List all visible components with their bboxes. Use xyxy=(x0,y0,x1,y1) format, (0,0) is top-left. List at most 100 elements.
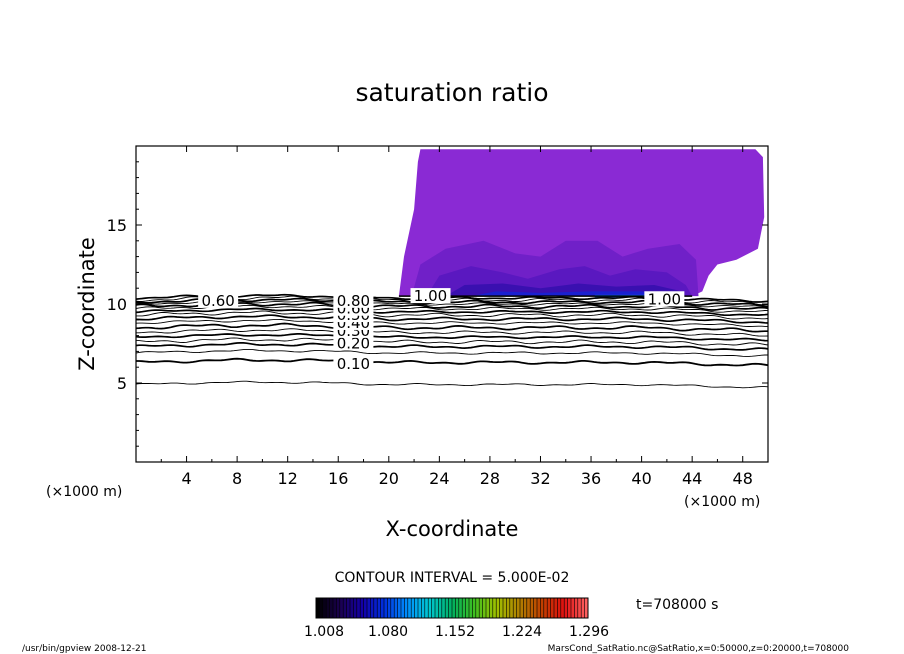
colorbar-band xyxy=(438,598,443,618)
colorbar-band xyxy=(431,598,436,618)
colorbar-band xyxy=(322,598,327,618)
colorbar-band xyxy=(550,598,555,618)
contour-line xyxy=(136,357,768,367)
colorbar-band xyxy=(475,598,480,618)
contour-label-bg xyxy=(410,288,451,304)
colorbar-band xyxy=(564,598,568,618)
x-axis-label: X-coordinate xyxy=(386,517,519,541)
y-axis-ticks: 5 10 15 xyxy=(107,161,768,447)
colorbar-band xyxy=(350,598,354,618)
colorbar-band xyxy=(414,598,419,618)
colorbar-band xyxy=(380,598,385,618)
colorbar-band xyxy=(397,598,402,618)
contour-line xyxy=(136,318,768,328)
colorbar-band xyxy=(486,598,490,618)
contour-label: 1.00 xyxy=(648,290,681,308)
colorbar-band xyxy=(401,598,405,618)
colorbar-band xyxy=(516,598,521,618)
colorbar-band xyxy=(584,598,589,618)
colorbar-band xyxy=(577,598,582,618)
colorbar-band xyxy=(435,598,439,618)
colorbar xyxy=(315,597,589,619)
colorbar-frame xyxy=(315,597,589,619)
y-tick-label: 5 xyxy=(117,374,127,393)
colorbar-band xyxy=(560,598,565,618)
colorbar-band xyxy=(329,598,334,618)
colorbar-band xyxy=(520,598,524,618)
y-tick-label: 10 xyxy=(107,295,127,314)
colorbar-band xyxy=(533,598,538,618)
contour-label-bg xyxy=(333,356,374,372)
colorbar-band xyxy=(506,598,511,618)
colorbar-band xyxy=(458,598,463,618)
colorbar-band xyxy=(333,598,337,618)
colorbar-band xyxy=(407,598,412,618)
colorbar-band xyxy=(384,598,388,618)
colorbar-band xyxy=(462,598,466,618)
colorbar-band xyxy=(336,598,341,618)
colorbar-band xyxy=(503,598,507,618)
colorbar-band xyxy=(448,598,453,618)
contour-label: 0.20 xyxy=(337,335,370,353)
colorbar-band xyxy=(526,598,531,618)
x-tick-label: 24 xyxy=(429,469,449,488)
colorbar-tick-label: 1.008 xyxy=(304,624,344,640)
colorbar-band xyxy=(353,598,358,618)
contour-line xyxy=(136,348,768,357)
colorbar-band xyxy=(373,598,378,618)
contour-line xyxy=(136,333,768,342)
colorbar-tick-label: 1.152 xyxy=(435,624,475,640)
colorbar-band xyxy=(574,598,579,618)
colorbar-band xyxy=(455,598,460,618)
x-tick-label: 16 xyxy=(328,469,348,488)
x-tick-label: 40 xyxy=(631,469,651,488)
colorbar-band xyxy=(387,598,392,618)
x-tick-label: 20 xyxy=(379,469,399,488)
saturation-fill-region xyxy=(398,149,765,298)
colorbar-band xyxy=(339,598,344,618)
contour-line xyxy=(136,314,768,324)
contour-line xyxy=(136,322,768,333)
colorbar-band xyxy=(326,598,330,618)
colorbar-band xyxy=(540,598,545,618)
colorbar-band xyxy=(499,598,504,618)
colorbar-band xyxy=(567,598,572,618)
contour-line xyxy=(136,380,768,389)
x-axis-ticks: 4 8 12 16 20 24 28 32 36 40 44 48 xyxy=(160,146,753,488)
colorbar-band xyxy=(489,598,494,618)
colorbar-band xyxy=(390,598,395,618)
contour-interval-text: CONTOUR INTERVAL = 5.000E-02 xyxy=(335,570,570,586)
y-axis-label: Z-coordinate xyxy=(75,237,99,371)
contour-line xyxy=(136,307,768,317)
contour-label-bg xyxy=(333,292,374,308)
colorbar-band xyxy=(554,598,558,618)
colorbar-band xyxy=(411,598,415,618)
contour-line xyxy=(136,337,768,346)
x-tick-label: 8 xyxy=(232,469,242,488)
colorbar-band xyxy=(421,598,426,618)
colorbar-band xyxy=(424,598,429,618)
x-left-unit-label: (×1000 m) xyxy=(46,484,122,500)
colorbar-band xyxy=(319,598,324,618)
colorbar-band xyxy=(496,598,500,618)
colorbar-band xyxy=(530,598,534,618)
colorbar-band xyxy=(581,598,585,618)
colorbar-band xyxy=(543,598,548,618)
contour-line xyxy=(136,342,768,351)
colorbar-band xyxy=(445,598,449,618)
colorbar-band xyxy=(441,598,446,618)
colorbar-band xyxy=(492,598,497,618)
colorbar-band xyxy=(356,598,361,618)
colorbar-band xyxy=(557,598,562,618)
y-tick-label: 15 xyxy=(107,216,127,235)
colorbar-band xyxy=(418,598,422,618)
colorbar-band xyxy=(523,598,528,618)
x-tick-label: 4 xyxy=(181,469,191,488)
chart-title: saturation ratio xyxy=(355,78,548,107)
x-tick-label: 48 xyxy=(733,469,753,488)
colorbar-band xyxy=(537,598,541,618)
time-label: t=708000 s xyxy=(636,597,718,613)
colorbar-band xyxy=(367,598,371,618)
colorbar-band xyxy=(404,598,409,618)
